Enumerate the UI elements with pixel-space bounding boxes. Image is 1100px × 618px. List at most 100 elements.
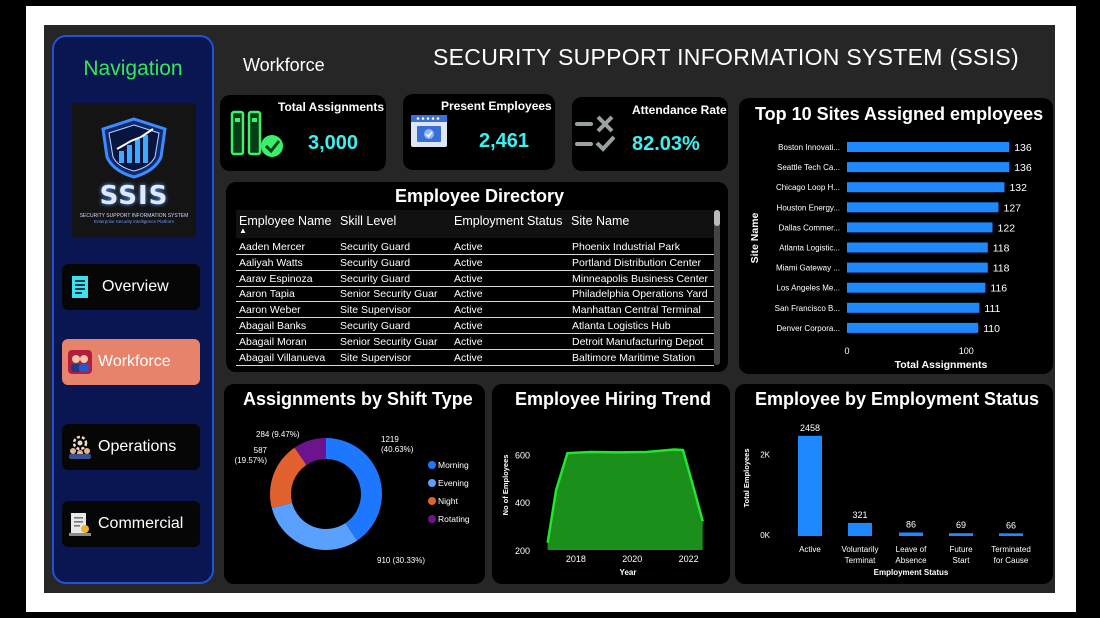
employment-status-chart: 2458 Active 321 Voluntarily Terminat 86 Leave … xyxy=(742,423,1031,577)
category-line: Voluntarily xyxy=(842,545,879,554)
cell-site-name: Minneapolis Business Center xyxy=(572,272,708,285)
cell-employment-status: Active xyxy=(454,256,483,269)
shift-type-panel xyxy=(224,384,485,584)
table-row[interactable]: Abagail Banks Security Guard Active Atlanta… xyxy=(236,318,714,334)
category-line: Future xyxy=(949,545,973,554)
table-scrollbar[interactable] xyxy=(714,210,720,365)
dashboard-title: SECURITY SUPPORT INFORMATION SYSTEM (SSI… xyxy=(433,44,1019,70)
table-row[interactable]: Abagail Villanueva Site Supervisor Active B… xyxy=(236,350,714,366)
bar-category-label: Chicago Loop H... xyxy=(776,183,840,192)
bar xyxy=(847,162,1010,173)
area-series xyxy=(547,449,703,550)
scrollbar-thumb[interactable] xyxy=(714,210,720,226)
legend-marker xyxy=(428,497,436,505)
area-series-line xyxy=(546,448,704,544)
legend-label: Morning xyxy=(438,460,469,470)
bar xyxy=(847,182,1005,193)
cell-site-name: Philadelphia Operations Yard xyxy=(572,288,708,301)
cell-employee-name: Aarav Espinoza xyxy=(239,272,313,285)
bar-category-label: Leave of Absence xyxy=(895,545,927,565)
y-tick-label: 400 xyxy=(515,498,530,508)
table-row[interactable]: Abagail Moran Senior Security Guar Active D… xyxy=(236,334,714,350)
slice-label: 1219 (40.63%) xyxy=(381,435,414,454)
kpi-card-total-assignments xyxy=(220,95,386,171)
bar-value-label: 136 xyxy=(1014,142,1032,154)
nav-item-overview[interactable]: Overview xyxy=(62,264,200,310)
table-header: Employee Name ▲ Skill Level Employment S… xyxy=(236,210,716,238)
category-line: Terminated xyxy=(991,545,1031,554)
top-sites-chart: Boston Innovati... 136 Seattle Tech Ca... 1… xyxy=(749,142,1032,371)
column-header-site-name[interactable]: Site Name xyxy=(571,214,630,228)
team-icon xyxy=(66,348,94,376)
kpi-label: Total Assignments xyxy=(278,100,385,114)
y-axis-label: Total Employees xyxy=(742,448,751,507)
table-row[interactable]: Aaron Weber Site Supervisor Active Manhatta… xyxy=(236,302,714,319)
y-axis-label: No of Employees xyxy=(501,455,510,516)
cell-site-name: Portland Distribution Center xyxy=(572,256,701,269)
logo-subtitle: SECURITY SUPPORT INFORMATION SYSTEM xyxy=(79,212,189,219)
kpi-value: 3,000 xyxy=(308,132,359,154)
donut-slice xyxy=(294,438,326,466)
legend-marker xyxy=(428,479,436,487)
table-row[interactable]: Aaden Mercer Security Guard Active Phoenix … xyxy=(236,239,714,255)
slice-value: 587 xyxy=(254,446,268,455)
nav-item-commercial[interactable]: Commercial xyxy=(62,501,200,547)
contract-icon xyxy=(66,510,94,538)
bar-category-label: Terminated for Cause xyxy=(991,545,1031,565)
category-line: Absence xyxy=(895,556,927,565)
gear-people-icon xyxy=(66,433,94,461)
cell-site-name: Phoenix Industrial Park xyxy=(572,241,680,253)
table-row[interactable]: Aaron Tapia Senior Security Guar Active Phi… xyxy=(236,286,714,303)
category-line: Start xyxy=(953,556,971,565)
bar-value-label: 86 xyxy=(906,519,916,529)
table-row[interactable]: Aaliyah Watts Security Guard Active Portlan… xyxy=(236,255,714,271)
bar xyxy=(847,202,999,213)
x-tick-label: 0 xyxy=(844,346,849,356)
legend-marker xyxy=(428,515,436,523)
cell-skill-level: Security Guard xyxy=(340,241,411,253)
bar-category-label: Dallas Commer... xyxy=(779,223,840,232)
cell-site-name: Atlanta Logistics Hub xyxy=(572,320,671,332)
cell-employment-status: Active xyxy=(454,288,483,301)
bar-value-label: 69 xyxy=(956,520,966,530)
y-tick-label: 0K xyxy=(760,531,770,540)
bar xyxy=(949,533,973,536)
cell-employment-status: Active xyxy=(454,241,483,253)
nav-item-label: Operations xyxy=(98,438,177,455)
x-axis-label: Employment Status xyxy=(874,568,949,577)
document-icon xyxy=(66,273,94,301)
bar xyxy=(847,242,988,253)
x-tick-label: 2020 xyxy=(622,554,642,564)
column-header-employment-status[interactable]: Employment Status xyxy=(454,214,563,228)
kpi-label: Present Employees xyxy=(441,99,552,113)
slice-label: 587 (19.57%) xyxy=(235,446,268,465)
cell-employee-name: Aaden Mercer xyxy=(239,241,305,253)
cell-skill-level: Security Guard xyxy=(340,256,411,269)
page-title: Workforce xyxy=(243,55,325,75)
slice-value: 1219 xyxy=(381,435,399,444)
x-tick-label: 2022 xyxy=(679,554,699,564)
bar xyxy=(847,322,979,333)
nav-item-label: Workforce xyxy=(98,353,171,370)
nav-item-workforce[interactable]: Workforce xyxy=(62,339,200,385)
column-header-employee-name[interactable]: Employee Name xyxy=(239,214,332,228)
sort-ascending-icon: ▲ xyxy=(239,226,247,235)
x-tick-label: 2018 xyxy=(566,554,586,564)
donut-slice xyxy=(271,502,358,550)
bar-category-label: Atlanta Logistic... xyxy=(779,244,840,253)
y-tick-label: 2K xyxy=(760,450,770,459)
y-tick-label: 600 xyxy=(515,450,530,460)
shift-type-title: Assignments by Shift Type xyxy=(243,389,473,409)
bar-value-label: 118 xyxy=(993,263,1010,275)
cell-employee-name: Abagail Banks xyxy=(239,320,307,332)
cell-employment-status: Active xyxy=(454,335,483,348)
bar-category-label: Denver Corpora... xyxy=(776,324,840,333)
slice-label: 284 (9.47%) xyxy=(256,430,300,439)
bar-value-label: 111 xyxy=(984,303,1000,315)
table-row[interactable]: Aarav Espinoza Security Guard Active Minnea… xyxy=(236,271,714,287)
cell-skill-level: Security Guard xyxy=(340,272,411,285)
column-header-skill-level[interactable]: Skill Level xyxy=(340,214,397,228)
nav-item-operations[interactable]: Operations xyxy=(62,424,200,470)
cell-employment-status: Active xyxy=(454,304,483,317)
top-sites-title: Top 10 Sites Assigned employees xyxy=(755,104,1044,124)
